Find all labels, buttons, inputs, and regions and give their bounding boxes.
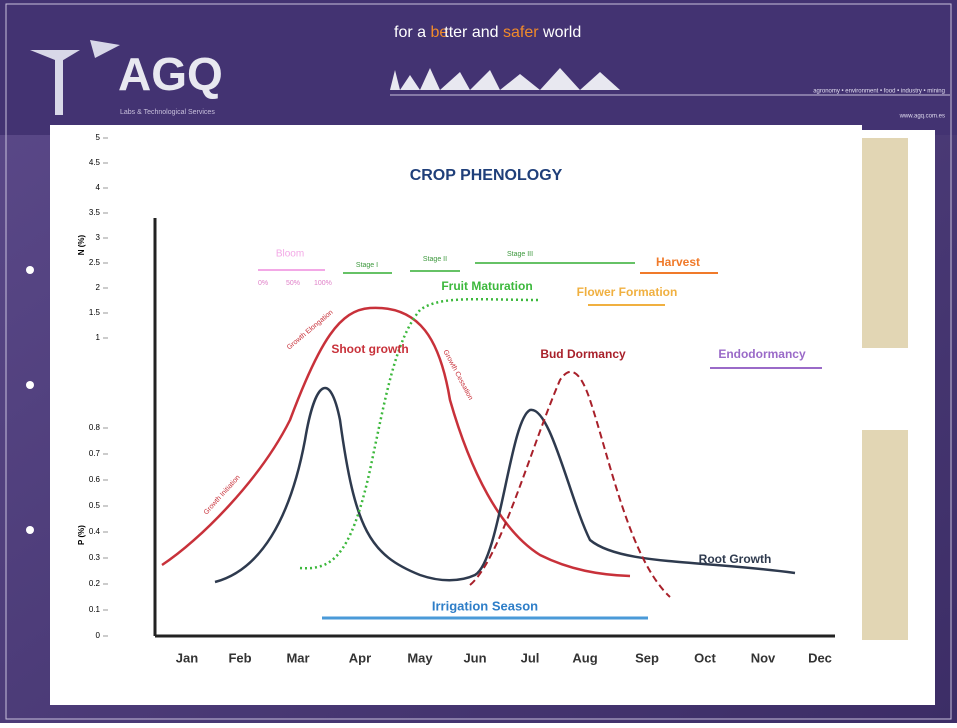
bullet xyxy=(26,266,34,274)
x-tick-label: Jun xyxy=(463,650,486,665)
tagline-part: safer xyxy=(503,24,539,41)
bullet xyxy=(26,526,34,534)
root-growth-curve xyxy=(214,386,796,584)
n-tick-label: 3.5 xyxy=(89,208,101,217)
x-tick-label: Jul xyxy=(521,650,540,665)
n-tick-label: 5 xyxy=(96,133,101,142)
frame xyxy=(5,3,952,720)
n-tick-label: 2.5 xyxy=(89,258,101,267)
n-tick-label: 2 xyxy=(96,283,101,292)
x-tick-label: Mar xyxy=(286,650,309,665)
chart-panel xyxy=(117,138,862,690)
p-tick-label: 0.4 xyxy=(89,527,101,536)
annotation: 0% xyxy=(258,280,268,287)
back-plot xyxy=(862,138,908,348)
x-tick-label: Jan xyxy=(176,650,198,665)
annotation: Stage I xyxy=(356,262,378,269)
annotation: Bloom xyxy=(276,249,304,260)
annotation: 100% xyxy=(314,280,332,287)
bud-dormancy-curve xyxy=(469,370,671,598)
annotation: Bud Dormancy xyxy=(540,347,626,361)
annotation: Root Growth xyxy=(699,552,772,566)
x-tick-label: Oct xyxy=(694,650,716,665)
x-tick-label: Apr xyxy=(349,650,371,665)
x-tick-label: Dec xyxy=(808,650,832,665)
n-tick-label: 4.5 xyxy=(89,158,101,167)
annotation: Irrigation Season xyxy=(432,598,538,613)
url: www.agq.com.es xyxy=(899,114,945,120)
logo-stem xyxy=(55,60,63,115)
back-plot xyxy=(862,430,908,640)
x-tick-label: Feb xyxy=(228,650,251,665)
p-tick-label: 0 xyxy=(96,631,101,640)
p-tick-label: 0.1 xyxy=(89,605,101,614)
n-tick-label: 1 xyxy=(96,333,101,342)
n-axis-label: N (%) xyxy=(77,234,86,255)
bullet xyxy=(26,381,34,389)
annotation: Harvest xyxy=(656,255,700,269)
p-tick-label: 0.7 xyxy=(89,449,101,458)
annotation: 50% xyxy=(286,280,300,287)
p-tick-label: 0.5 xyxy=(89,501,101,510)
tagline-part: world xyxy=(542,24,581,41)
annotation: Endodormancy xyxy=(718,347,806,361)
shoot-growth-curve xyxy=(161,306,631,578)
annotation: Shoot growth xyxy=(331,342,408,356)
annotation: Flower Formation xyxy=(577,285,678,299)
skyline xyxy=(390,68,640,90)
logo-subtitle: Labs & Technological Services xyxy=(120,109,215,116)
logo-leaves xyxy=(30,40,120,62)
annotation: Fruit Maturation xyxy=(441,279,532,293)
sectors: agronomy • environment • food • industry… xyxy=(813,89,945,95)
p-tick-label: 0.3 xyxy=(89,553,101,562)
chart-title: CROP PHENOLOGY xyxy=(410,167,563,184)
annotation: Stage II xyxy=(423,256,447,263)
p-tick-label: 0.6 xyxy=(89,475,101,484)
tagline-part: for a xyxy=(394,24,426,41)
p-tick-label: 0.2 xyxy=(89,579,101,588)
p-axis-label: P (%) xyxy=(77,525,86,545)
x-tick-label: Aug xyxy=(572,650,597,665)
n-tick-label: 3 xyxy=(96,233,101,242)
p-tick-label: 0.8 xyxy=(89,423,101,432)
x-tick-label: Nov xyxy=(751,650,776,665)
n-tick-label: 1.5 xyxy=(89,308,101,317)
x-tick-label: May xyxy=(407,650,433,665)
x-tick-label: Sep xyxy=(635,650,659,665)
header-band xyxy=(0,0,957,135)
n-tick-label: 4 xyxy=(96,183,101,192)
tagline-part: be xyxy=(430,24,448,41)
tagline: for a better and safer world xyxy=(394,24,581,41)
tagline-part: tter and xyxy=(444,24,498,41)
annotation: Stage III xyxy=(507,251,533,258)
logo: AGQ xyxy=(118,48,223,100)
